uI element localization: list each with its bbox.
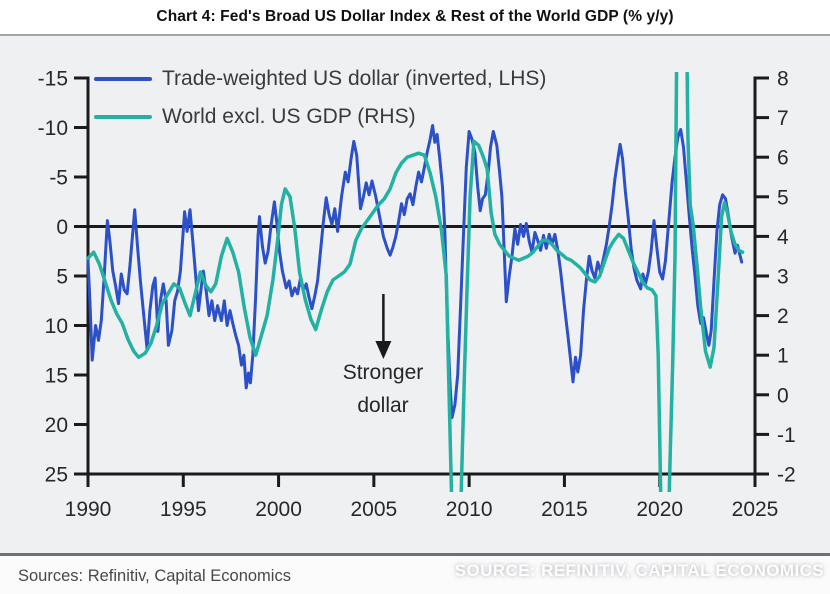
annotation-line-2: dollar <box>357 394 409 417</box>
x-axis-tick-label: 2015 <box>541 498 588 521</box>
y-axis-right-tick-label: -2 <box>777 464 796 487</box>
y-axis-left-tick-label: 20 <box>45 414 68 437</box>
y-axis-left-tick-label: -10 <box>38 117 68 140</box>
y-axis-left-tick-label: -15 <box>38 68 68 91</box>
y-axis-left-tick-label: 5 <box>56 266 68 289</box>
plot-background <box>0 36 830 553</box>
y-axis-right-tick-label: 7 <box>777 107 789 130</box>
y-axis-right-tick-label: 8 <box>777 68 789 91</box>
sources-text: Sources: Refinitiv, Capital Economics <box>18 566 291 585</box>
x-axis-tick-label: 1990 <box>65 498 112 521</box>
x-axis-tick-label: 2000 <box>255 498 302 521</box>
world-gdp-series-line <box>86 72 745 492</box>
y-axis-left-tick-label: 0 <box>56 216 68 239</box>
footer-bar: Sources: Refinitiv, Capital Economics SO… <box>0 555 830 594</box>
x-axis-tick-label: 1995 <box>160 498 207 521</box>
y-axis-right-tick-label: 4 <box>777 226 789 249</box>
legend-item-dollar: Trade-weighted US dollar (inverted, LHS) <box>94 60 546 98</box>
y-axis-left-tick-label: 10 <box>45 315 68 338</box>
title-divider <box>0 34 830 36</box>
source-watermark: SOURCE: REFINITIV, CAPITAL ECONOMICS <box>454 560 824 580</box>
gdp-line-swatch <box>94 115 152 119</box>
y-axis-right-tick-label: 3 <box>777 266 789 289</box>
footer-divider <box>0 553 830 556</box>
y-axis-right-tick-label: 2 <box>777 305 789 328</box>
stronger-dollar-arrow-head <box>375 341 392 359</box>
y-axis-right-tick-label: 1 <box>777 345 789 368</box>
legend-item-gdp: World excl. US GDP (RHS) <box>94 98 546 136</box>
legend-label-dollar: Trade-weighted US dollar (inverted, LHS) <box>162 67 547 90</box>
y-axis-right-tick-label: 6 <box>777 147 789 170</box>
chart-title: Chart 4: Fed's Broad US Dollar Index & R… <box>156 8 674 25</box>
y-axis-right-tick-label: -1 <box>777 424 796 447</box>
y-axis-left-tick-label: 25 <box>45 464 68 487</box>
x-axis-tick-label: 2010 <box>446 498 493 521</box>
y-axis-left-tick-label: 15 <box>45 365 68 388</box>
annotation-line-1: Stronger <box>342 361 424 384</box>
legend: Trade-weighted US dollar (inverted, LHS)… <box>94 60 546 136</box>
stronger-dollar-annotation: Stronger dollar <box>295 356 471 422</box>
chart-title-bar: Chart 4: Fed's Broad US Dollar Index & R… <box>0 0 830 34</box>
y-axis-right-tick-label: 0 <box>777 384 789 407</box>
dollar-series-line <box>86 124 744 420</box>
y-axis-left-tick-label: -5 <box>49 167 68 190</box>
y-axis-right-tick-label: 5 <box>777 186 789 209</box>
x-axis-tick-label: 2020 <box>636 498 683 521</box>
x-axis-tick-label: 2025 <box>732 498 779 521</box>
legend-label-gdp: World excl. US GDP (RHS) <box>162 105 416 128</box>
dollar-line-swatch <box>94 77 152 81</box>
x-axis-tick-label: 2005 <box>350 498 397 521</box>
